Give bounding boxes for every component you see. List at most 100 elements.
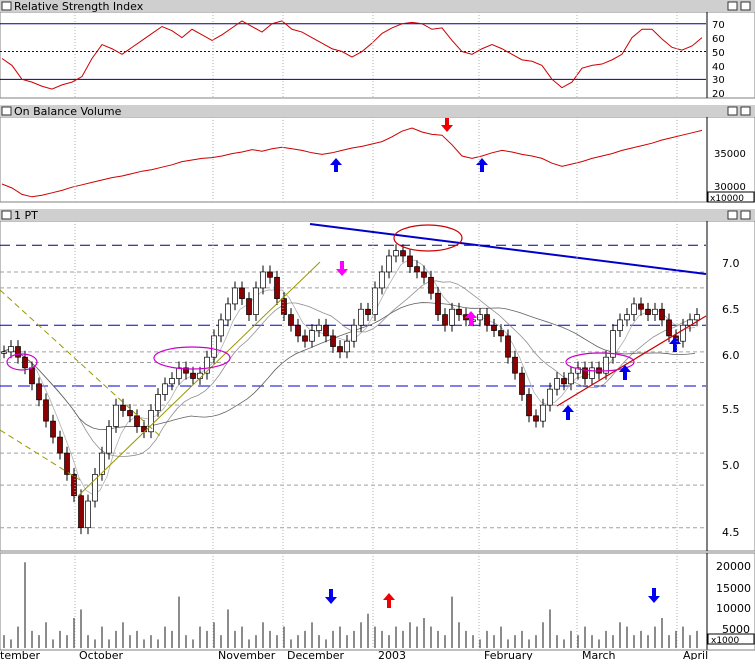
price-maximize-icon[interactable]: [727, 210, 738, 220]
candle-body: [631, 303, 637, 315]
candle-body: [225, 303, 231, 321]
volume-multiplier: x1000: [711, 636, 740, 646]
rsi-panel: [0, 11, 755, 99]
obv-titlebar: On Balance Volume: [0, 105, 755, 118]
obv-menu-icon[interactable]: [1, 106, 12, 116]
candle-body: [218, 319, 224, 337]
rsi-line: [1, 20, 703, 90]
candle-body: [365, 308, 371, 315]
candle-body: [694, 314, 700, 321]
candle-body: [393, 250, 399, 257]
candle-body: [624, 314, 630, 321]
candle-body: [302, 335, 308, 342]
candle-body: [652, 308, 658, 315]
candle-body: [190, 372, 196, 379]
candle-body: [71, 474, 77, 497]
candle-body: [344, 340, 350, 353]
arrow-icon: [619, 365, 631, 380]
obv-panel: [0, 116, 755, 203]
month-label: November: [218, 649, 276, 660]
candle-body: [428, 276, 434, 294]
volume-plot: [3, 562, 698, 648]
rsi-tick-label: 20: [712, 89, 725, 100]
candle-body: [15, 346, 21, 358]
candle-body: [309, 330, 315, 342]
candle-body: [603, 356, 609, 374]
candle-body: [8, 346, 14, 353]
candle-body: [85, 500, 91, 529]
candle-body: [64, 452, 70, 475]
arrow-icon: [441, 118, 453, 132]
volume-tick-label: 10000: [716, 602, 751, 615]
volume-ticks: 20000 15000 10000 5000 x1000: [707, 560, 755, 646]
candle-body: [456, 308, 462, 315]
month-label: 2003: [378, 649, 406, 660]
candle-body: [281, 298, 287, 315]
candle-body: [540, 404, 546, 422]
moving-average-line: [1, 280, 696, 458]
pattern-ellipse: [153, 346, 231, 370]
pattern-ellipse: [565, 352, 635, 372]
month-label: April: [683, 649, 708, 660]
candle-body: [358, 308, 364, 326]
candle-body: [442, 314, 448, 326]
rsi-ticks: 70 60 50 40 30 20: [712, 20, 725, 100]
rsi-tick-label: 40: [712, 62, 725, 73]
candle-body: [554, 378, 560, 390]
candle-body: [43, 399, 49, 422]
candle-body: [484, 314, 490, 326]
channel-line: [0, 289, 161, 437]
candle-body: [50, 420, 56, 438]
candle-body: [253, 287, 259, 315]
candle-body: [414, 266, 420, 273]
volume-tick-label: 20000: [716, 560, 751, 573]
candle-body: [57, 436, 63, 454]
candle-body: [407, 255, 413, 267]
arrow-icon: [336, 261, 348, 276]
rsi-close-icon[interactable]: [740, 1, 751, 11]
candle-body: [561, 378, 567, 385]
obv-close-icon[interactable]: [740, 106, 751, 116]
obv-plot: [1, 118, 703, 198]
candle-body: [589, 367, 595, 379]
candle-body: [526, 394, 532, 417]
moving-average-line: [1, 259, 696, 496]
candle-body: [638, 303, 644, 310]
candle-body: [232, 287, 238, 305]
candle-body: [666, 319, 672, 337]
obv-maximize-icon[interactable]: [727, 106, 738, 116]
candle-body: [519, 372, 525, 395]
candle-body: [316, 324, 322, 331]
volume-tick-label: 5000: [722, 623, 750, 636]
candle-body: [148, 410, 154, 433]
candle-body: [127, 410, 133, 417]
month-label: October: [79, 649, 123, 660]
candle-body: [575, 367, 581, 374]
candle-body: [288, 314, 294, 326]
candle-body: [204, 356, 210, 374]
candle-body: [512, 356, 518, 374]
candle-body: [386, 255, 392, 273]
price-tick-label: 6.0: [722, 349, 740, 362]
volume-panel: [0, 552, 755, 651]
pattern-ellipse: [393, 224, 463, 252]
price-menu-icon[interactable]: [1, 210, 12, 220]
rsi-maximize-icon[interactable]: [727, 1, 738, 11]
candle-body: [582, 367, 588, 379]
price-title: 1 PT: [14, 209, 38, 222]
rsi-title: Relative Strength Index: [14, 0, 144, 13]
obv-line: [1, 127, 703, 198]
candle-body: [169, 378, 175, 385]
candle-body: [92, 474, 98, 502]
candle-body: [29, 367, 35, 385]
candle-body: [400, 250, 406, 257]
rsi-menu-icon[interactable]: [1, 1, 12, 11]
price-tick-label: 4.5: [722, 526, 740, 539]
candle-body: [246, 298, 252, 315]
price-close-icon[interactable]: [740, 210, 751, 220]
candle-body: [267, 271, 273, 278]
candle-body: [568, 372, 574, 385]
candle-body: [351, 324, 357, 342]
candle-body: [659, 308, 665, 321]
uptrend-line: [77, 261, 321, 497]
